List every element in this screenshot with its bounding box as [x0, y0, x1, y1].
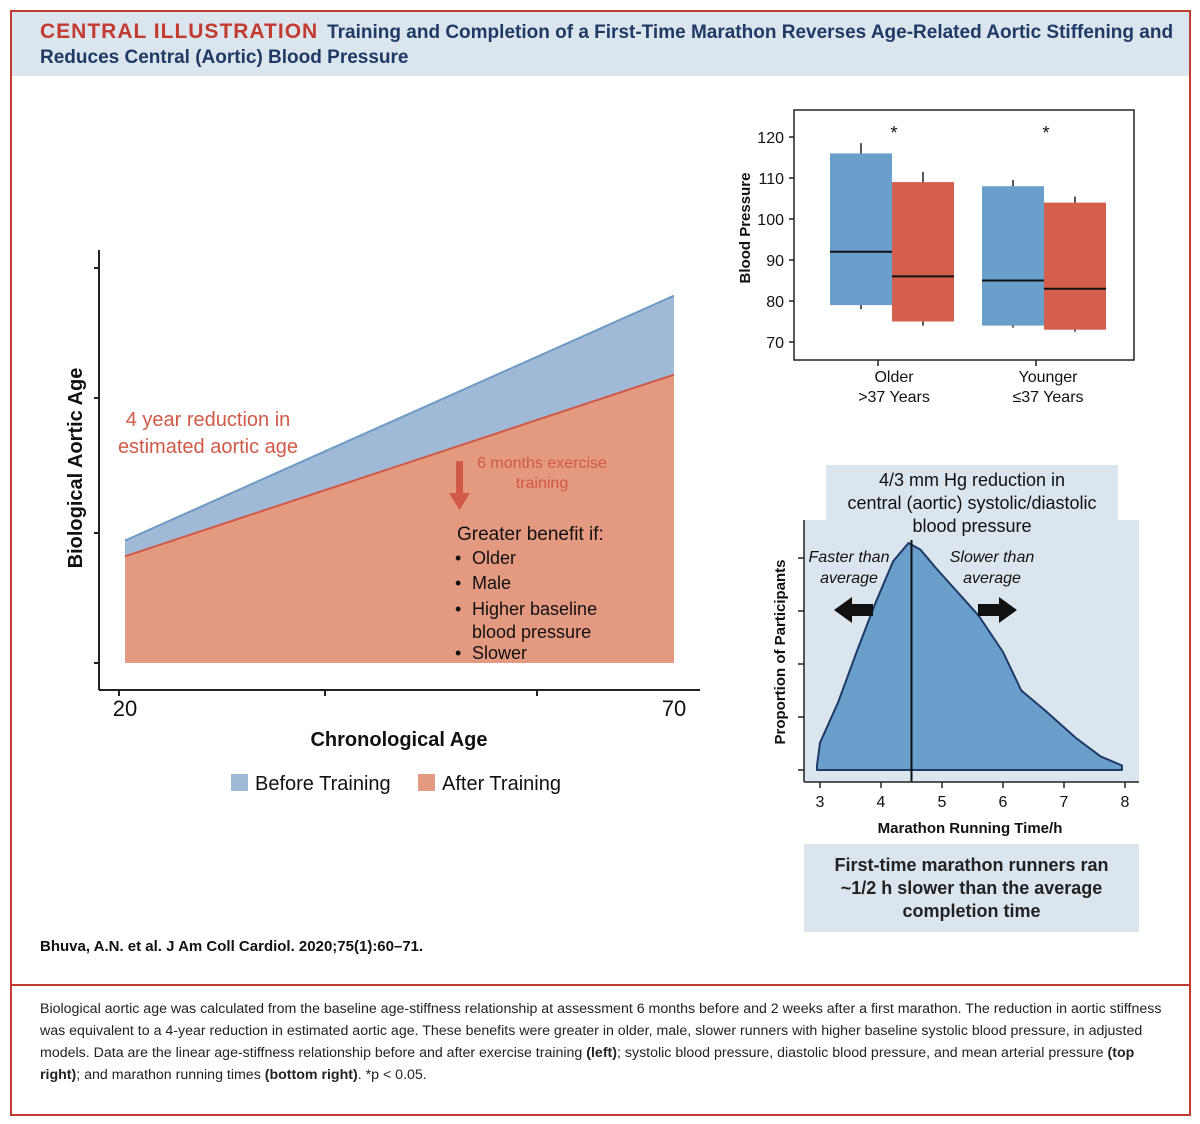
illustration-frame: CENTRAL ILLUSTRATION Training and Comple…	[10, 10, 1191, 1116]
legend-swatch-before	[231, 774, 248, 791]
caption-text-4: . *p < 0.05.	[357, 1067, 427, 1083]
benefit-item-baseline: Higher baseline	[472, 599, 597, 619]
aortic-age-chart: 20 70 Chronological Age Biological Aorti…	[65, 250, 700, 795]
run-summary-line3: completion time	[902, 901, 1041, 921]
exercise-text-line2: training	[516, 475, 568, 492]
bullet-icon: •	[455, 548, 461, 568]
run-x-tick-label: 6	[999, 794, 1008, 811]
faster-label-line2: average	[820, 570, 878, 587]
divider	[12, 984, 1189, 986]
after-training-line	[124, 373, 675, 558]
run-x-tick-label: 5	[938, 794, 947, 811]
arrow-right-icon	[978, 597, 1017, 623]
run-x-tick-label: 7	[1060, 794, 1069, 811]
bullet-icon: •	[455, 573, 461, 593]
bp-y-tick-label: 70	[766, 335, 784, 352]
header-title: Training and Completion of a First-Time …	[40, 22, 1174, 68]
run-x-ticks: 3 4 5 6 7 8	[816, 782, 1130, 811]
benefit-title: Greater benefit if:	[457, 524, 604, 545]
bp-summary-line1: 4/3 mm Hg reduction in	[878, 470, 1066, 490]
run-x-axis-label: Marathon Running Time/h	[878, 820, 1063, 837]
benefit-item-slower: Slower	[472, 643, 527, 663]
bp-box	[982, 186, 1044, 326]
arrow-left-icon	[834, 597, 873, 623]
run-y-axis-label: Proportion of Participants	[772, 559, 789, 744]
bp-y-axis-label: Blood Pressure	[737, 173, 754, 284]
run-summary-box: First-time marathon runners ran ~1/2 h s…	[804, 844, 1139, 932]
bp-group-younger-line1: Younger	[1018, 369, 1078, 386]
blood-pressure-chart: 70 80 90 100 110 120 Blood Pressure * * Older…	[737, 109, 1135, 406]
bullet-icon: •	[455, 643, 461, 663]
bp-significance-younger: *	[1042, 123, 1049, 143]
left-x-axis-label: Chronological Age	[310, 729, 487, 751]
slower-label-line1: Slower than	[950, 549, 1035, 566]
bp-y-tick-label: 90	[766, 253, 784, 270]
exercise-text-line1: 6 months exercise	[477, 455, 607, 472]
legend-swatch-after	[418, 774, 435, 791]
header-tag: CENTRAL ILLUSTRATION	[40, 20, 319, 43]
figure-caption: Biological aortic age was calculated fro…	[40, 998, 1165, 1086]
bp-y-tick-label: 80	[766, 294, 784, 311]
aortic-age-areas	[124, 294, 675, 663]
citation: Bhuva, A.N. et al. J Am Coll Cardiol. 20…	[40, 938, 424, 955]
left-x-tick-label-20: 20	[113, 696, 137, 721]
figure-area: 20 70 Chronological Age Biological Aorti…	[12, 76, 1189, 980]
bp-y-ticks: 70 80 90 100 110 120	[757, 130, 794, 352]
bp-y-tick-label: 110	[758, 171, 784, 188]
caption-bold-bottom-right: (bottom right)	[264, 1067, 358, 1083]
slower-label-line2: average	[963, 570, 1021, 587]
down-arrow-icon	[449, 461, 470, 510]
legend: Before Training After Training	[231, 773, 561, 795]
bp-y-tick-label: 100	[757, 212, 784, 229]
bp-summary-line3: blood pressure	[912, 516, 1032, 536]
left-x-tick-label-70: 70	[662, 696, 686, 721]
after-training-area	[125, 374, 674, 663]
run-distribution-area	[815, 542, 1123, 771]
benefit-item-male: Male	[472, 573, 511, 593]
run-x-tick-label: 3	[816, 794, 825, 811]
benefit-item-bp: blood pressure	[472, 622, 591, 642]
running-time-chart: 3 4 5 6 7 8 Marathon Running Time/h Proportio…	[772, 520, 1139, 837]
run-distribution-path	[815, 542, 1123, 771]
bp-summary-line2: central (aortic) systolic/diastolic	[847, 493, 1097, 513]
legend-label-after: After Training	[442, 773, 561, 795]
reduction-text-line1: 4 year reduction in	[126, 409, 291, 431]
caption-text-1: Biological aortic age was calculated fro…	[40, 1001, 1162, 1061]
bp-summary-box: 4/3 mm Hg reduction in central (aortic) …	[826, 465, 1118, 540]
run-x-tick-label: 8	[1121, 794, 1130, 811]
bp-box	[892, 182, 954, 322]
figure-svg: 20 70 Chronological Age Biological Aorti…	[65, 109, 1139, 837]
run-x-tick-label: 4	[877, 794, 886, 811]
benefit-item-older: Older	[472, 548, 516, 568]
bp-y-tick-label: 120	[757, 130, 784, 147]
header: CENTRAL ILLUSTRATION Training and Comple…	[12, 12, 1189, 76]
bp-group-younger-line2: ≤37 Years	[1012, 389, 1083, 406]
bp-box	[1044, 202, 1106, 330]
bp-box	[830, 153, 892, 306]
left-y-axis-label: Biological Aortic Age	[65, 368, 87, 569]
bp-group-older-line2: >37 Years	[858, 389, 930, 406]
run-summary-line2: ~1/2 h slower than the average	[840, 878, 1103, 898]
caption-text-2: ; systolic blood pressure, diastolic blo…	[617, 1045, 1108, 1061]
caption-bold-top-right: (top right)	[40, 1045, 1135, 1083]
legend-label-before: Before Training	[255, 773, 391, 795]
faster-label-line1: Faster than	[809, 549, 890, 566]
run-summary-line1: First-time marathon runners ran	[834, 855, 1109, 875]
bullet-icon: •	[455, 599, 461, 619]
bp-significance-older: *	[890, 123, 897, 143]
caption-bold-left: (left)	[586, 1045, 617, 1061]
caption-text-3: ; and marathon running times	[76, 1067, 265, 1083]
reduction-text-line2: estimated aortic age	[118, 436, 298, 458]
bp-group-older-line1: Older	[874, 369, 914, 386]
before-training-line	[124, 294, 675, 542]
bp-boxes	[830, 143, 1106, 332]
